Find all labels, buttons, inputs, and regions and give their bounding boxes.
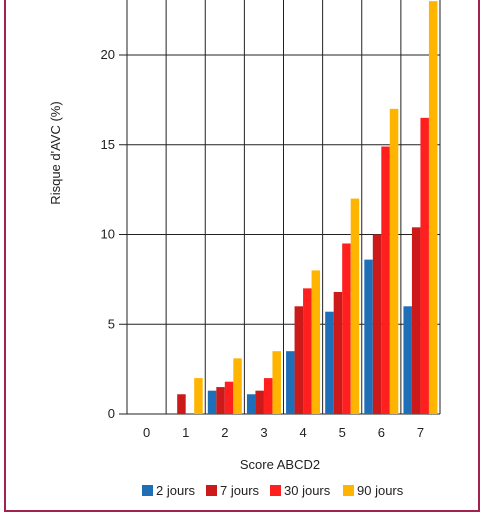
bar-7-jours-3 xyxy=(255,390,264,414)
legend-label: 2 jours xyxy=(156,483,196,498)
y-tick-label: 15 xyxy=(101,137,115,152)
bar-7-jours-5 xyxy=(333,291,343,414)
bar-2-jours-7 xyxy=(403,306,412,414)
bar-90-jours-2 xyxy=(233,358,242,414)
x-tick-label: 4 xyxy=(299,425,306,440)
bar-30-jours-5 xyxy=(342,243,351,414)
legend-label: 30 jours xyxy=(284,483,331,498)
legend-label: 7 jours xyxy=(220,483,260,498)
y-tick-labels: 0 5 10 15 20 xyxy=(101,47,115,421)
bar-7-jours-1 xyxy=(177,394,186,414)
legend-swatch xyxy=(206,485,217,496)
bar-30-jours-7 xyxy=(420,117,429,414)
bar-2-jours-6 xyxy=(364,259,373,414)
bar-2-jours-5 xyxy=(325,311,334,414)
x-tick-label: 7 xyxy=(417,425,424,440)
bar-90-jours-4 xyxy=(311,270,321,414)
x-tick-label: 2 xyxy=(221,425,228,440)
x-tick-labels: 0 1 2 3 4 5 6 7 xyxy=(143,425,424,440)
bar-30-jours-3 xyxy=(263,378,273,414)
chart-frame xyxy=(4,0,480,512)
bar-7-jours-4 xyxy=(294,306,304,414)
bar-7-jours-6 xyxy=(372,234,382,414)
x-tick-label: 5 xyxy=(339,425,346,440)
y-tick-label: 5 xyxy=(108,316,115,331)
y-tick-label: 0 xyxy=(108,406,115,421)
x-tick-label: 1 xyxy=(182,425,189,440)
x-tick-label: 0 xyxy=(143,425,150,440)
y-tick-label: 10 xyxy=(101,227,115,242)
bar-2-jours-4 xyxy=(286,351,295,414)
bar-90-jours-6 xyxy=(389,108,399,414)
bar-30-jours-2 xyxy=(224,381,234,414)
bars-group xyxy=(177,1,438,415)
legend-swatch xyxy=(270,485,281,496)
grid-lines xyxy=(119,0,441,415)
x-tick-label: 6 xyxy=(378,425,385,440)
bar-90-jours-5 xyxy=(350,198,360,414)
x-tick-label: 3 xyxy=(260,425,267,440)
bar-30-jours-6 xyxy=(381,146,390,415)
legend-swatch xyxy=(142,485,153,496)
bar-2-jours-2 xyxy=(207,390,217,414)
bar-30-jours-4 xyxy=(303,288,312,414)
legend-swatch xyxy=(343,485,354,496)
bar-7-jours-2 xyxy=(216,387,225,414)
legend-label: 90 jours xyxy=(357,483,404,498)
y-tick-label: 20 xyxy=(101,47,115,62)
bar-90-jours-3 xyxy=(272,351,281,414)
bar-2-jours-3 xyxy=(246,394,256,414)
bar-90-jours-7 xyxy=(428,1,438,415)
y-axis-title: Risque d'AVC (%) xyxy=(48,101,63,204)
legend: 2 jours 7 jours 30 jours 90 jours xyxy=(142,483,404,498)
bar-90-jours-1 xyxy=(194,378,203,414)
x-axis-title: Score ABCD2 xyxy=(240,457,320,472)
bar-7-jours-7 xyxy=(411,227,421,414)
